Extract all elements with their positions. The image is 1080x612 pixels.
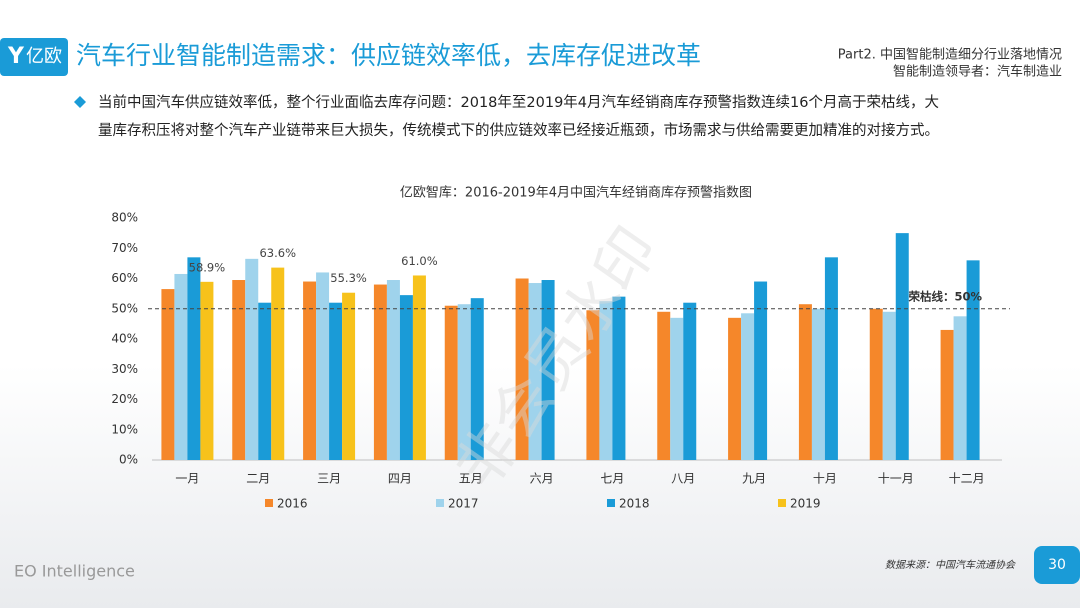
bar	[515, 278, 529, 460]
legend-label: 2016	[277, 497, 308, 511]
footer-source: 数据来源：中国汽车流通协会	[885, 559, 1016, 571]
section: 智能制造领导者：汽车制造业	[893, 64, 1062, 80]
bar	[258, 302, 272, 460]
page-box	[1034, 546, 1080, 584]
y-tick-label: 40%	[111, 332, 138, 346]
x-tick-label: 十月	[813, 472, 837, 486]
bar	[882, 311, 896, 460]
bar	[966, 260, 980, 460]
x-tick-label: 十二月	[949, 472, 985, 486]
logo-icon: Y	[7, 44, 25, 69]
page-number: 30	[1048, 557, 1066, 573]
bar	[316, 272, 330, 460]
x-tick-label: 七月	[600, 472, 624, 486]
bar	[528, 283, 542, 460]
y-tick-label: 30%	[111, 362, 138, 376]
bar	[953, 316, 967, 460]
y-tick-label: 50%	[111, 301, 138, 315]
y-tick-label: 0%	[119, 453, 138, 467]
bar	[174, 273, 188, 460]
x-tick-label: 九月	[742, 472, 766, 486]
bar	[232, 280, 246, 460]
bar	[741, 313, 755, 460]
x-tick-label: 十一月	[878, 472, 914, 486]
bar	[373, 284, 387, 460]
bar	[824, 257, 838, 460]
title: 汽车行业智能制造需求：供应链效率低，去库存促进改革	[76, 41, 701, 70]
chart-title: 亿欧智库：2016-2019年4月中国汽车经销商库存预警指数图	[400, 185, 752, 201]
legend-label: 2017	[448, 497, 479, 511]
bar	[187, 257, 201, 460]
bar	[161, 289, 175, 460]
y-tick-label: 70%	[111, 241, 138, 255]
bar	[399, 295, 413, 460]
bar	[386, 280, 400, 460]
bar	[657, 311, 671, 460]
y-tick-label: 60%	[111, 271, 138, 285]
y-tick-label: 20%	[111, 392, 138, 406]
value-label: 63.6%	[259, 246, 296, 260]
x-tick-label: 四月	[388, 472, 412, 486]
bar	[940, 329, 954, 460]
x-tick-label: 六月	[530, 472, 554, 486]
bar	[271, 267, 285, 460]
bar	[444, 305, 458, 460]
x-tick-label: 二月	[246, 472, 270, 486]
bar	[245, 258, 259, 460]
logo-box	[0, 38, 68, 76]
x-tick-label: 三月	[317, 472, 341, 486]
legend-swatch	[778, 499, 786, 507]
logo-text: 亿欧	[26, 46, 62, 67]
bar	[303, 281, 317, 460]
bar	[670, 317, 684, 460]
x-tick-label: 一月	[175, 472, 199, 486]
bar	[599, 301, 613, 460]
legend-swatch	[265, 499, 273, 507]
value-label: 58.9%	[189, 260, 226, 274]
x-tick-label: 五月	[459, 472, 483, 486]
value-label: 55.3%	[330, 271, 367, 285]
bar	[342, 292, 356, 460]
bar	[200, 281, 214, 460]
bullet-icon	[74, 96, 86, 108]
footer-brand: EO Intelligence	[14, 562, 135, 581]
x-tick-label: 八月	[671, 472, 695, 486]
bar	[541, 280, 555, 460]
legend-swatch	[436, 499, 444, 507]
bar	[895, 233, 909, 460]
bar	[612, 296, 626, 460]
bar	[329, 302, 343, 460]
y-tick-label: 10%	[111, 422, 138, 436]
bar	[798, 304, 812, 460]
bar	[586, 310, 600, 460]
legend-label: 2019	[790, 497, 821, 511]
legend-swatch	[607, 499, 615, 507]
part: Part2. 中国智能制造细分行业落地情况	[838, 48, 1062, 63]
value-label: 61.0%	[401, 254, 438, 268]
bullet-line: 当前中国汽车供应链效率低，整个行业面临去库存问题：2018年至2019年4月汽车…	[98, 93, 939, 111]
bar	[470, 298, 484, 460]
reference-label: 荣枯线：50%	[907, 289, 982, 303]
bar	[869, 308, 883, 460]
bar	[412, 275, 426, 460]
bar	[754, 281, 768, 460]
bar	[728, 317, 742, 460]
legend-label: 2018	[619, 497, 650, 511]
y-tick-label: 80%	[111, 211, 138, 225]
bar	[683, 302, 697, 460]
bar	[457, 304, 471, 460]
bullet-line: 量库存积压将对整个汽车产业链带来巨大损失，传统模式下的供应链效率已经接近瓶颈，市…	[98, 121, 939, 139]
bar	[811, 308, 825, 460]
